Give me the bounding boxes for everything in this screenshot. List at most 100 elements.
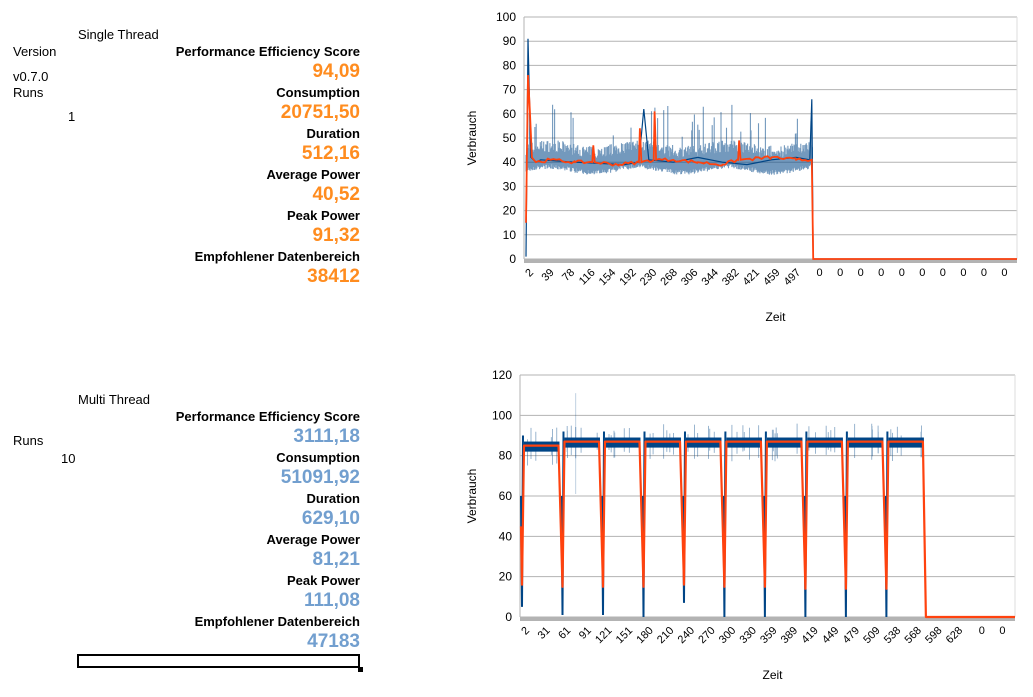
x-tick-label: 78	[560, 267, 577, 284]
single-thread-chart: 0 10 20 30 40 50 60 70 80 90 100 2 39 78 116 154 192 230 2…	[465, 10, 1018, 324]
single-runs-label: Runs	[13, 85, 44, 100]
metric-label: Duration	[306, 126, 360, 141]
y-tick-label: 40	[503, 155, 517, 169]
y-tick-label: 20	[503, 204, 517, 218]
y-tick-label: 100	[492, 408, 512, 422]
y-tick-label: 30	[503, 179, 517, 193]
y-tick-label: 0	[505, 610, 512, 624]
x-axis-title: Zeit	[762, 668, 783, 682]
metric-value: 629,10	[301, 508, 360, 529]
multi-runs-label: Runs	[13, 433, 44, 448]
x-tick-label: 449	[820, 625, 841, 646]
x-tick-label: 300	[717, 625, 738, 646]
version-value: v0.7.0	[13, 69, 49, 84]
metric-label: Performance Efficiency Score	[175, 409, 360, 424]
metric-value: 94,09	[312, 61, 360, 82]
x-tick-label: 230	[638, 267, 659, 288]
x-tick-label: 497	[782, 267, 803, 288]
metric-label: Empfohlener Datenbereich	[194, 614, 360, 629]
x-tick-label: 421	[741, 267, 762, 288]
multi-thread-title: Multi Thread	[78, 392, 151, 407]
x-tick-label: 270	[696, 625, 717, 646]
metric-value: 51091,92	[280, 467, 360, 488]
single-runs-value: 1	[68, 109, 76, 124]
x-tick-label: 0	[837, 267, 843, 279]
x-tick-label: 330	[738, 625, 759, 646]
x-tick-label: 91	[577, 625, 594, 642]
x-tick-label: 154	[597, 267, 618, 288]
metric-value: 20751,50	[280, 102, 360, 123]
x-tick-label: 628	[944, 625, 965, 646]
x-tick-label: 344	[700, 267, 721, 288]
x-tick-label: 151	[614, 625, 635, 646]
metric-label: Consumption	[276, 450, 360, 465]
x-tick-label: 479	[841, 625, 862, 646]
x-tick-label: 0	[940, 267, 946, 279]
series-smoothed-line	[519, 440, 1015, 619]
y-tick-label: 70	[503, 83, 517, 97]
x-tick-label: 31	[536, 625, 553, 642]
metric-value: 3111,18	[293, 426, 360, 447]
x-tick-label: 419	[799, 625, 820, 646]
y-tick-label: 80	[499, 449, 513, 463]
x-tick-label: 192	[617, 267, 638, 288]
x-tick-label: 268	[658, 267, 679, 288]
x-tick-label: 0	[899, 267, 905, 279]
y-tick-label: 80	[503, 58, 517, 72]
x-tick-label: 382	[720, 267, 741, 288]
cell-fill-handle[interactable]	[358, 667, 363, 672]
y-tick-label: 100	[496, 10, 516, 24]
y-axis-title: Verbrauch	[465, 111, 479, 166]
x-tick-label: 0	[960, 267, 966, 279]
series-raw-band	[525, 104, 813, 175]
y-tick-label: 60	[503, 107, 517, 121]
x-tick-label: 180	[634, 625, 655, 646]
metric-label: Average Power	[266, 167, 360, 182]
single-thread-title-text: Single Thread	[78, 27, 159, 42]
x-tick-label: 0	[919, 267, 925, 279]
metric-label: Peak Power	[287, 208, 360, 223]
x-tick-label: 2	[523, 267, 536, 280]
x-tick-label: 0	[981, 267, 987, 279]
metric-label: Peak Power	[287, 573, 360, 588]
y-tick-label: 60	[499, 489, 513, 503]
y-tick-label: 90	[503, 34, 517, 48]
x-tick-label: 2	[519, 625, 532, 638]
x-tick-label: 121	[593, 625, 614, 646]
x-tick-label: 459	[761, 267, 782, 288]
y-tick-label: 120	[492, 368, 512, 382]
y-axis-title: Verbrauch	[465, 469, 479, 524]
metric-label: Consumption	[276, 85, 360, 100]
x-tick-label: 568	[903, 625, 924, 646]
x-tick-label: 116	[577, 267, 598, 288]
y-tick-label: 10	[503, 228, 517, 242]
x-tick-label: 0	[999, 625, 1005, 637]
x-tick-label: 240	[676, 625, 697, 646]
x-tick-label: 389	[779, 625, 800, 646]
single-thread-title: Single Thread	[78, 27, 159, 42]
x-tick-label: 0	[979, 625, 985, 637]
y-tick-label: 40	[499, 529, 513, 543]
x-tick-label: 0	[817, 267, 823, 279]
x-tick-label: 306	[679, 267, 700, 288]
x-axis-title: Zeit	[765, 310, 786, 324]
x-tick-label: 39	[540, 267, 557, 284]
x-tick-label: 359	[758, 625, 779, 646]
x-tick-label: 210	[655, 625, 676, 646]
metric-label: Empfohlener Datenbereich	[194, 249, 360, 264]
metric-value: 47183	[307, 631, 360, 652]
series-raw-line	[525, 38, 1017, 260]
metric-value: 81,21	[312, 549, 360, 570]
metric-value: 91,32	[312, 225, 360, 246]
x-tick-label: 0	[878, 267, 884, 279]
metric-value: 111,08	[303, 590, 360, 611]
metric-value: 40,52	[312, 184, 360, 205]
x-tick-label: 509	[861, 625, 882, 646]
metric-label: Average Power	[266, 532, 360, 547]
selected-cell[interactable]	[77, 654, 360, 668]
y-tick-label: 20	[499, 570, 513, 584]
metric-label: Performance Efficiency Score	[175, 44, 360, 59]
y-tick-label: 50	[503, 131, 517, 145]
x-tick-label: 0	[1001, 267, 1007, 279]
series-smoothed-line	[525, 75, 1017, 260]
